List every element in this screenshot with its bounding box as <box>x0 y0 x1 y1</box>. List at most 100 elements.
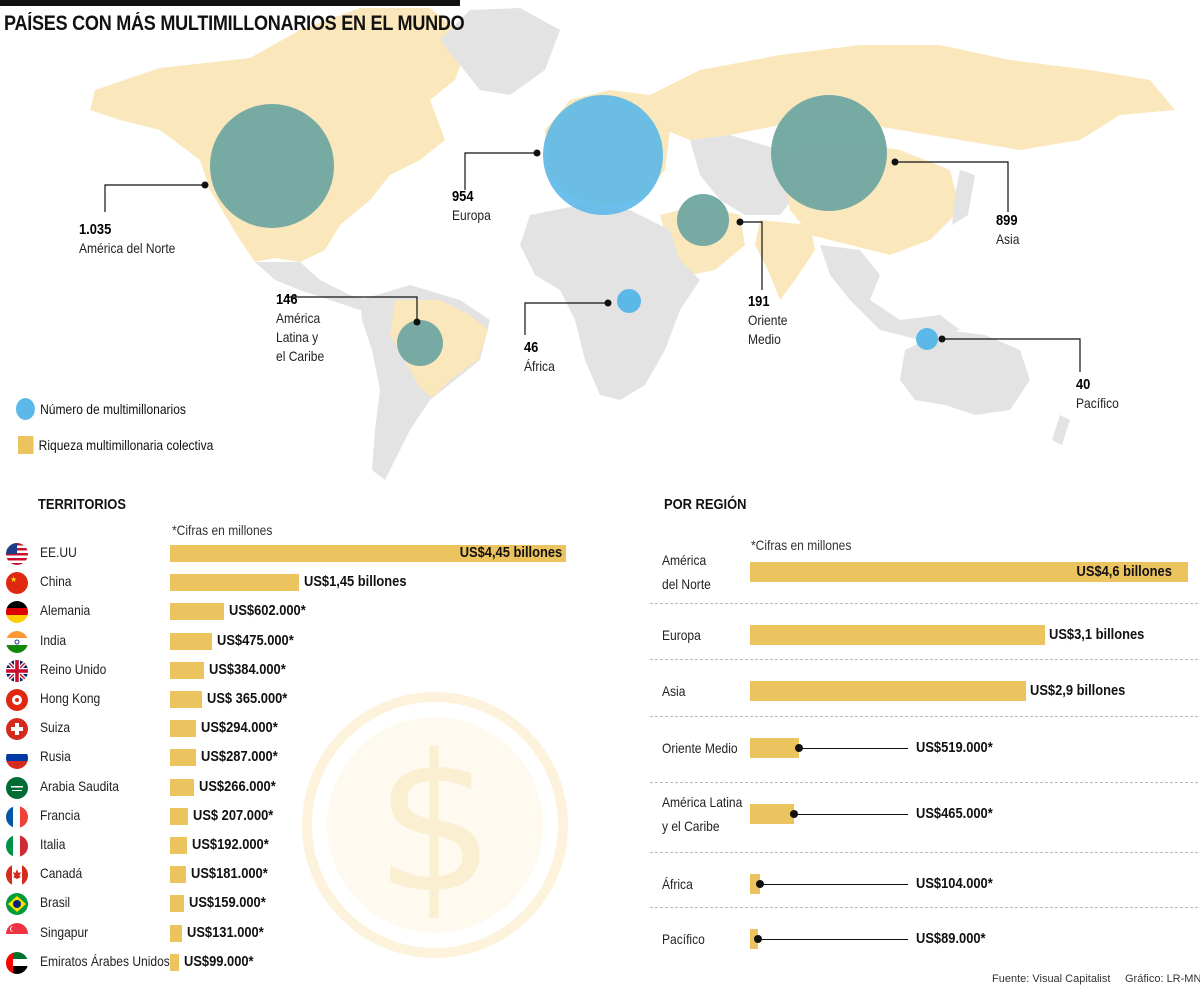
region-name: América del Norte <box>662 548 711 596</box>
germany-flag-icon <box>6 601 28 624</box>
territory-name: China <box>40 573 72 590</box>
region-separator <box>650 852 1198 853</box>
territory-row: India US$475.000* <box>0 630 600 654</box>
name-latin-america-line1: América <box>276 310 321 326</box>
territory-row: Emiratos Árabes Unidos US$99.000* <box>0 951 600 975</box>
region-value: US$4,6 billones <box>1076 563 1172 580</box>
value-latin-america: 146 <box>276 291 298 308</box>
territory-row: Arabia Saudita US$266.000* <box>0 776 600 800</box>
territory-bar <box>170 895 185 913</box>
australia-land <box>900 330 1030 415</box>
saudi-arabia-flag-icon <box>6 776 28 799</box>
page-title: PAÍSES CON MÁS MULTIMILLONARIOS EN EL MU… <box>4 12 465 35</box>
territory-value: US$131.000* <box>186 923 264 941</box>
region-name-line: América Latina <box>662 794 743 810</box>
territory-row: Reino Unido US$384.000* <box>0 659 600 683</box>
footer-credit: Gráfico: LR-MN <box>1125 973 1200 985</box>
region-separator <box>650 603 1198 604</box>
region-row: África US$104.000* <box>650 858 1198 914</box>
territory-bar <box>170 545 566 562</box>
leader-dots <box>201 149 946 343</box>
footer-source: Fuente: Visual Capitalist <box>992 973 1111 985</box>
greenland-land <box>440 8 560 95</box>
legend-circle-label: Número de multimillonarios <box>40 401 186 417</box>
legend-square-icon <box>18 436 34 454</box>
region-name: África <box>662 876 693 892</box>
territory-row: Rusia US$287.000* <box>0 746 600 770</box>
region-value: US$3,1 billones <box>1049 626 1145 643</box>
territory-bar <box>170 632 213 650</box>
leader-lines <box>104 152 1081 372</box>
territory-row: Singapur US$131.000* <box>0 922 600 946</box>
territory-value: US$1,45 billones <box>304 573 407 591</box>
india-flag-icon <box>6 630 28 653</box>
territory-value: US$4,45 billones <box>459 544 562 561</box>
singapore-flag-icon <box>6 922 28 945</box>
region-row: América Latina y el Caribe US$465.000* <box>650 788 1198 853</box>
territory-value: US$602.000* <box>228 602 306 620</box>
legend-circle-icon <box>16 398 35 420</box>
territory-value: US$ 207.000* <box>193 806 274 824</box>
hong-kong-flag-icon <box>6 689 28 711</box>
region-name: Pacífico <box>662 931 705 947</box>
region-name: Oriente Medio <box>662 740 738 756</box>
region-value: US$519.000* <box>916 739 993 756</box>
region-leader-line <box>758 939 908 940</box>
label-pacific: 40 Pacífico <box>1076 375 1119 413</box>
bubble-africa <box>617 289 641 313</box>
territory-bar <box>170 603 224 621</box>
russia-land <box>650 45 1175 150</box>
territory-bar <box>170 720 197 738</box>
label-middle-east: 191 Oriente Medio <box>748 292 787 349</box>
territory-name: Hong Kong <box>40 690 101 706</box>
territory-name: EE.UU <box>40 544 77 560</box>
value-africa: 46 <box>524 339 539 356</box>
territory-value: US$ 365.000* <box>207 690 288 707</box>
region-bar <box>750 804 795 824</box>
territory-row: Alemania US$602.000* <box>0 600 600 624</box>
territory-row: Canadá US$181.000* <box>0 863 600 887</box>
france-flag-icon <box>6 805 28 828</box>
territory-bar <box>170 837 188 854</box>
region-row: Pacífico US$89.000* <box>650 913 1198 969</box>
region-name-line: América <box>662 552 707 568</box>
territory-name: Italia <box>40 836 66 852</box>
region-name: América Latina y el Caribe <box>662 790 742 838</box>
region-bar <box>750 738 800 758</box>
territory-value: US$99.000* <box>183 952 254 970</box>
southeast-asia-land <box>820 245 960 340</box>
region-leader-line <box>799 748 908 749</box>
switzerland-flag-icon <box>6 718 28 741</box>
japan-land <box>952 170 975 225</box>
value-europe: 954 <box>452 188 474 205</box>
label-north-america: 1.035 América del Norte <box>79 220 175 258</box>
bubble-asia <box>771 95 887 211</box>
region-value: US$104.000* <box>916 875 993 892</box>
name-africa: África <box>524 358 555 374</box>
territory-name: Singapur <box>40 923 89 940</box>
name-latin-america-line3: el Caribe <box>276 348 325 364</box>
russia-flag-icon <box>6 747 28 770</box>
territory-value: US$266.000* <box>198 777 276 795</box>
region-separator <box>650 659 1198 660</box>
region-name-line: y el Caribe <box>662 818 720 834</box>
territory-value: US$294.000* <box>201 719 278 737</box>
territory-name: India <box>40 631 67 648</box>
value-north-america: 1.035 <box>79 221 112 238</box>
territory-name: Francia <box>40 806 81 823</box>
territory-bar <box>170 924 182 942</box>
territory-row: Hong Kong US$ 365.000* <box>0 688 600 712</box>
region-bar <box>750 681 1027 701</box>
legend-billionaires: Número de multimillonarios <box>16 398 186 420</box>
territory-name: Rusia <box>40 748 71 765</box>
region-name: Asia <box>662 683 686 699</box>
region-leader-line <box>759 884 908 885</box>
territory-name: Arabia Saudita <box>40 777 119 794</box>
territory-row: Francia US$ 207.000* <box>0 805 600 829</box>
canada-flag-icon <box>6 864 28 887</box>
territory-value: US$181.000* <box>191 865 268 883</box>
region-name: Europa <box>662 627 701 643</box>
label-latin-america: 146 América Latina y el Caribe <box>276 290 324 366</box>
uae-flag-icon <box>6 951 28 974</box>
territory-bar <box>170 807 189 825</box>
